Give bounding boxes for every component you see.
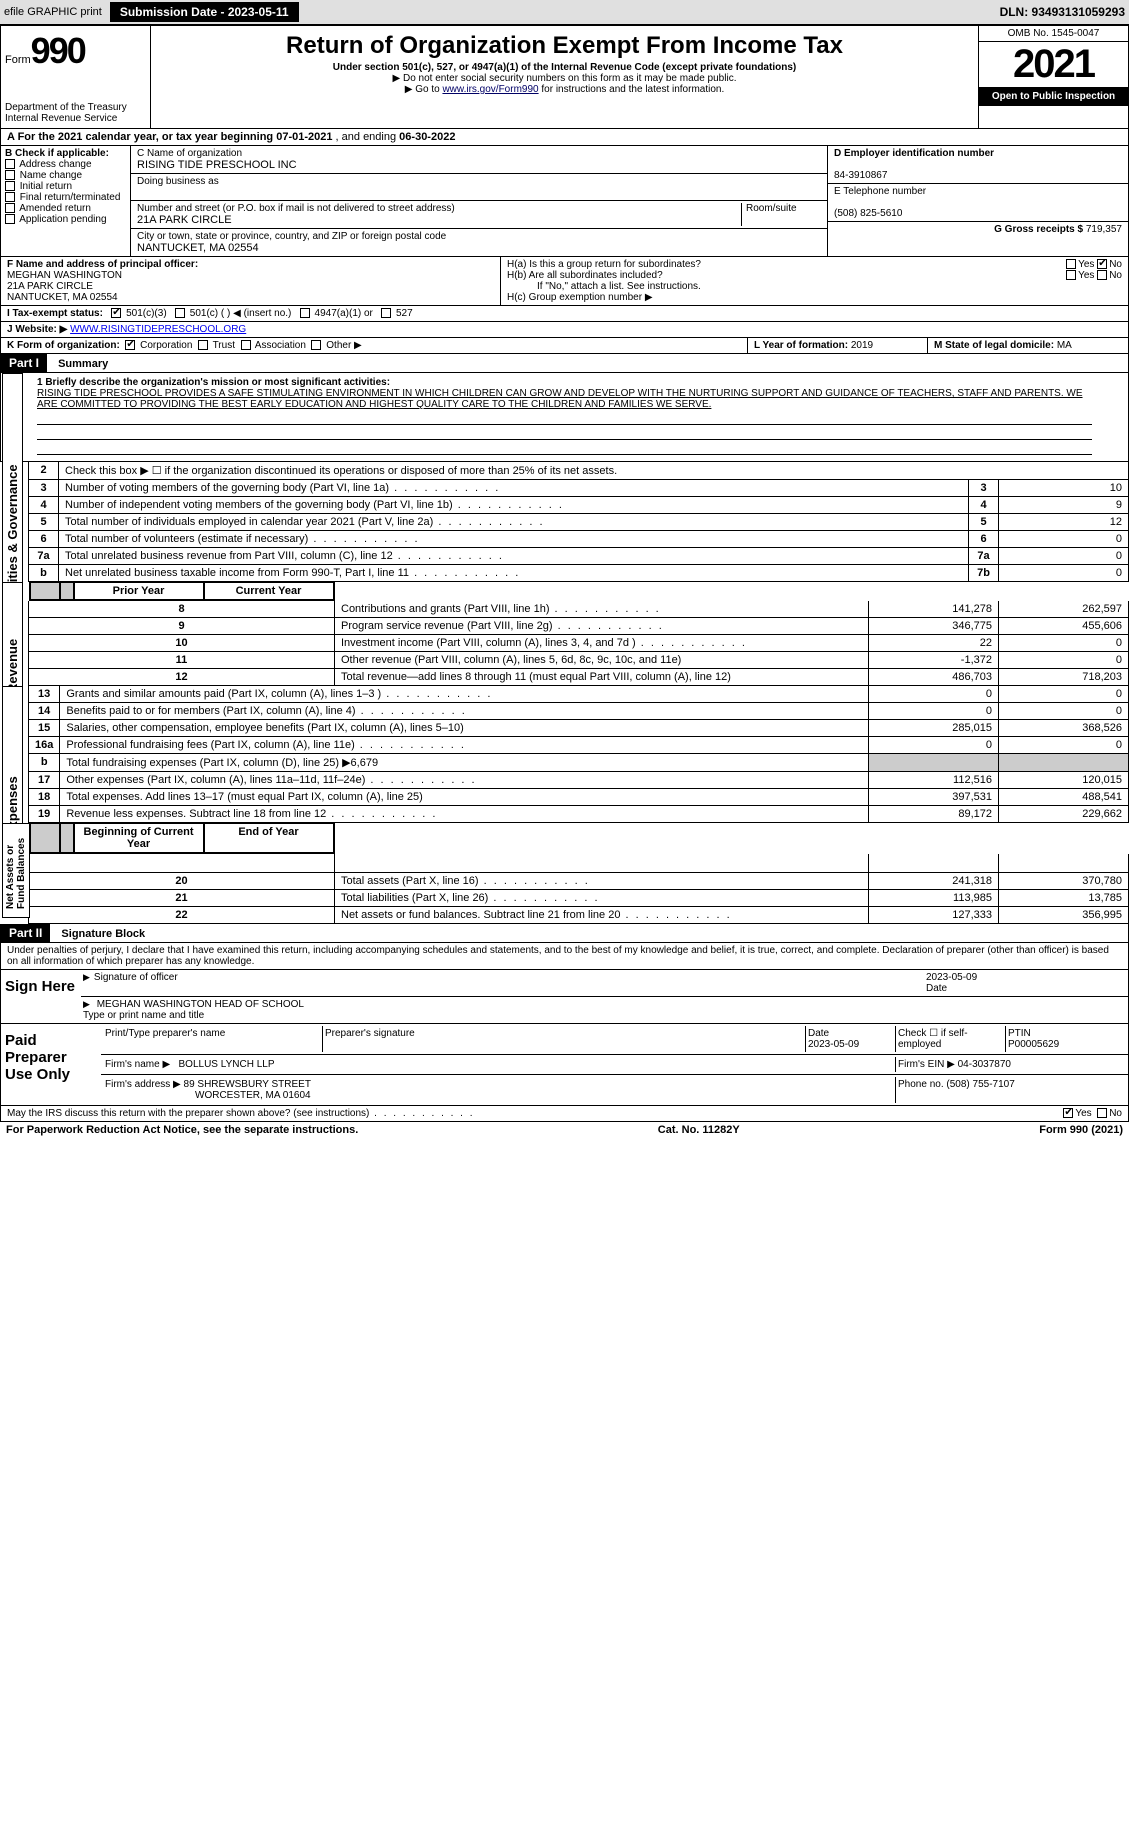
gross-receipts: 719,357	[1086, 224, 1122, 235]
ptin: P00005629	[1008, 1039, 1059, 1050]
governance-lines: 2Check this box ▶ ☐ if the organization …	[28, 462, 1129, 582]
officer-group-row: F Name and address of principal officer:…	[0, 257, 1129, 306]
org-city: NANTUCKET, MA 02554	[137, 242, 259, 254]
501c-checkbox[interactable]	[175, 308, 185, 318]
discuss-yes-checkbox[interactable]	[1063, 1108, 1073, 1118]
paid-preparer-block: Paid Preparer Use Only Print/Type prepar…	[1, 1024, 1128, 1105]
box-f: F Name and address of principal officer:…	[1, 257, 501, 305]
application-pending-checkbox[interactable]	[5, 214, 15, 224]
tax-period: A For the 2021 calendar year, or tax yea…	[0, 129, 1129, 146]
firm-phone: (508) 755-7107	[946, 1079, 1014, 1090]
revenue-tab: Revenue	[2, 582, 23, 702]
tax-status-row: I Tax-exempt status: 501(c)(3) 501(c) ( …	[0, 306, 1129, 322]
header-middle: Return of Organization Exempt From Incom…	[151, 26, 978, 128]
hb-yes-checkbox[interactable]	[1066, 270, 1076, 280]
dln-label: DLN: 93493131059293	[1000, 5, 1125, 19]
initial-return-checkbox[interactable]	[5, 181, 15, 191]
hb-no-checkbox[interactable]	[1097, 270, 1107, 280]
irs-label: Internal Revenue Service	[5, 113, 146, 124]
assoc-checkbox[interactable]	[241, 340, 251, 350]
year-formation: 2019	[851, 340, 873, 351]
box-b: B Check if applicable: Address change Na…	[1, 146, 131, 256]
ha-yes-checkbox[interactable]	[1066, 259, 1076, 269]
open-inspection: Open to Public Inspection	[979, 87, 1128, 106]
org-form-row: K Form of organization: Corporation Trus…	[0, 338, 1129, 354]
omb-number: OMB No. 1545-0047	[979, 26, 1128, 42]
goto-notice: ▶ Go to www.irs.gov/Form990 for instruct…	[155, 84, 974, 95]
net-assets-tab: Net Assets or Fund Balances	[2, 823, 30, 918]
discuss-row: May the IRS discuss this return with the…	[0, 1106, 1129, 1122]
top-bar: efile GRAPHIC print Submission Date - 20…	[0, 0, 1129, 25]
header-right: OMB No. 1545-0047 2021 Open to Public In…	[978, 26, 1128, 128]
form-subtitle: Under section 501(c), 527, or 4947(a)(1)…	[155, 62, 974, 73]
firm-name: BOLLUS LYNCH LLP	[179, 1059, 275, 1070]
state-domicile: MA	[1057, 340, 1072, 351]
discuss-no-checkbox[interactable]	[1097, 1108, 1107, 1118]
ssn-notice: ▶ Do not enter social security numbers o…	[155, 73, 974, 84]
final-return-checkbox[interactable]	[5, 192, 15, 202]
officer-sig-name: MEGHAN WASHINGTON HEAD OF SCHOOL	[97, 999, 304, 1010]
4947-checkbox[interactable]	[300, 308, 310, 318]
box-h: H(a) Is this a group return for subordin…	[501, 257, 1128, 305]
page-footer: For Paperwork Reduction Act Notice, see …	[0, 1122, 1129, 1138]
part2-header: Part II Signature Block	[0, 924, 1129, 943]
amended-return-checkbox[interactable]	[5, 203, 15, 213]
expense-lines: 13Grants and similar amounts paid (Part …	[28, 686, 1129, 823]
box-c: C Name of organization RISING TIDE PRESC…	[131, 146, 828, 256]
net-asset-lines: Beginning of Current YearEnd of Year 20T…	[28, 823, 1129, 924]
phone: (508) 825-5610	[834, 208, 902, 219]
form-number: Form 990	[5, 30, 146, 72]
501c3-checkbox[interactable]	[111, 308, 121, 318]
sign-here-block: Sign Here Signature of officer 2023-05-0…	[1, 970, 1128, 1023]
part1-header: Part I Summary	[0, 354, 1129, 373]
dept-label: Department of the Treasury	[5, 102, 146, 113]
address-change-checkbox[interactable]	[5, 159, 15, 169]
officer-name: MEGHAN WASHINGTON	[7, 270, 122, 281]
expenses-tab: Expenses	[2, 686, 23, 846]
irs-link[interactable]: www.irs.gov/Form990	[442, 84, 538, 95]
form-header: Form 990 Department of the Treasury Inte…	[0, 25, 1129, 129]
ha-no-checkbox[interactable]	[1097, 259, 1107, 269]
ein: 84-3910867	[834, 170, 887, 181]
revenue-lines: Prior YearCurrent Year 8Contributions an…	[28, 582, 1129, 686]
org-name: RISING TIDE PRESCHOOL INC	[137, 159, 297, 171]
box-deg: D Employer identification number 84-3910…	[828, 146, 1128, 256]
name-change-checkbox[interactable]	[5, 170, 15, 180]
527-checkbox[interactable]	[381, 308, 391, 318]
entity-info: B Check if applicable: Address change Na…	[0, 146, 1129, 257]
website-link[interactable]: WWW.RISINGTIDEPRESCHOOL.ORG	[70, 324, 246, 335]
org-street: 21A PARK CIRCLE	[137, 214, 232, 226]
mission-block: 1 Briefly describe the organization's mi…	[0, 373, 1129, 462]
website-row: J Website: ▶ WWW.RISINGTIDEPRESCHOOL.ORG	[0, 322, 1129, 338]
submission-date-button[interactable]: Submission Date - 2023-05-11	[110, 2, 299, 22]
trust-checkbox[interactable]	[198, 340, 208, 350]
header-left: Form 990 Department of the Treasury Inte…	[1, 26, 151, 128]
other-checkbox[interactable]	[311, 340, 321, 350]
mission-text: RISING TIDE PRESCHOOL PROVIDES A SAFE ST…	[37, 388, 1083, 410]
firm-ein: 04-3037870	[958, 1059, 1011, 1070]
perjury-statement: Under penalties of perjury, I declare th…	[0, 943, 1129, 970]
form-title: Return of Organization Exempt From Incom…	[155, 32, 974, 60]
tax-year: 2021	[979, 42, 1128, 87]
corp-checkbox[interactable]	[125, 340, 135, 350]
efile-label: efile GRAPHIC print	[4, 6, 102, 18]
